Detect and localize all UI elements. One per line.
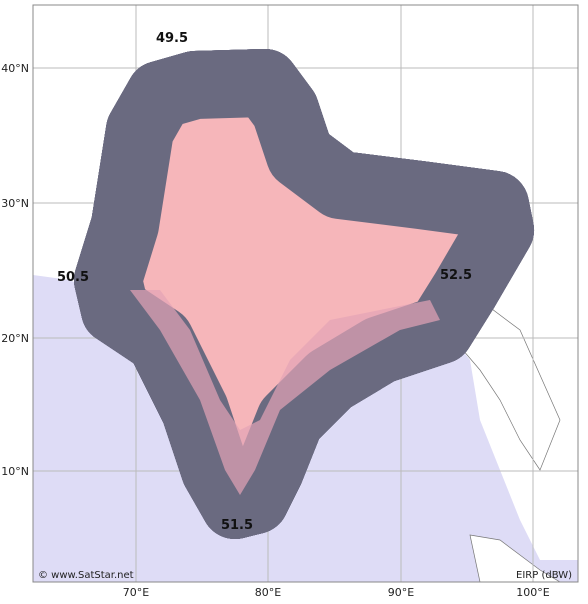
lon-label: 100°E xyxy=(516,586,549,599)
sea-under-footprint xyxy=(130,290,440,495)
contour-label: 52.5 xyxy=(440,268,472,283)
lon-label: 70°E xyxy=(123,586,149,599)
lat-label: 10°N xyxy=(1,465,29,478)
lat-label: 30°N xyxy=(1,197,29,210)
footprint xyxy=(74,49,534,539)
map-area: 49.5 50.5 51.5 52.5 © www.SatStar.net EI… xyxy=(33,5,578,582)
lat-label: 20°N xyxy=(1,332,29,345)
map-frame xyxy=(32,4,579,583)
contour-label: 50.5 xyxy=(57,270,89,285)
land-sumatra xyxy=(469,534,561,582)
unit-label: EIRP (dBW) xyxy=(516,570,572,581)
contour-label: 49.5 xyxy=(156,31,188,46)
contour-label: 51.5 xyxy=(221,518,253,533)
lon-label: 90°E xyxy=(388,586,414,599)
credit: © www.SatStar.net xyxy=(38,570,134,581)
lat-label: 40°N xyxy=(1,62,29,75)
lon-label: 80°E xyxy=(255,586,281,599)
